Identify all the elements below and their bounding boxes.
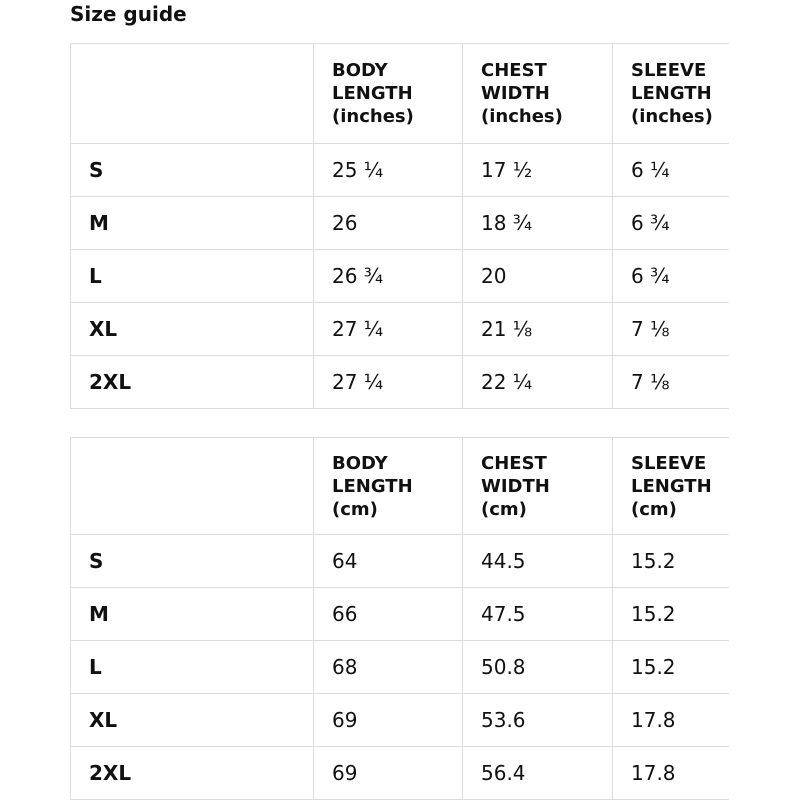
size-label: L (70, 249, 314, 303)
size-label: 2XL (70, 355, 314, 409)
size-label: S (70, 143, 314, 197)
chest-width-value: 21 ⅛ (462, 302, 613, 356)
table-row: M 26 18 ¾ 6 ¾ (70, 196, 729, 250)
size-label: S (70, 534, 314, 588)
table-row: M 66 47.5 15.2 (70, 587, 729, 641)
chest-width-value: 53.6 (462, 693, 613, 747)
size-guide-section: Size guide BODY LENGTH (inches) CHEST WI… (70, 0, 729, 800)
chest-width-value: 20 (462, 249, 613, 303)
corner-cell (70, 43, 314, 144)
body-length-value: 66 (313, 587, 463, 641)
chest-width-value: 18 ¾ (462, 196, 613, 250)
sleeve-length-value: 17.8 (612, 693, 729, 747)
sleeve-length-value: 17.8 (612, 746, 729, 800)
column-header-chest-width: CHEST WIDTH (cm) (462, 437, 613, 535)
size-label: XL (70, 693, 314, 747)
chest-width-value: 44.5 (462, 534, 613, 588)
sleeve-length-value: 7 ⅛ (612, 355, 729, 409)
sleeve-length-value: 6 ¼ (612, 143, 729, 197)
chest-width-value: 50.8 (462, 640, 613, 694)
size-label: M (70, 587, 314, 641)
sleeve-length-value: 6 ¾ (612, 196, 729, 250)
body-length-value: 27 ¼ (313, 302, 463, 356)
size-table-inches: BODY LENGTH (inches) CHEST WIDTH (inches… (70, 43, 729, 409)
table-row: L 68 50.8 15.2 (70, 640, 729, 694)
table-row: S 25 ¼ 17 ½ 6 ¼ (70, 143, 729, 197)
chest-width-value: 47.5 (462, 587, 613, 641)
sleeve-length-value: 15.2 (612, 534, 729, 588)
size-label: M (70, 196, 314, 250)
body-length-value: 27 ¼ (313, 355, 463, 409)
size-table-cm: BODY LENGTH (cm) CHEST WIDTH (cm) SLEEVE… (70, 437, 729, 800)
sleeve-length-value: 15.2 (612, 587, 729, 641)
size-label: 2XL (70, 746, 314, 800)
table-row: 2XL 69 56.4 17.8 (70, 746, 729, 800)
corner-cell (70, 437, 314, 535)
chest-width-value: 17 ½ (462, 143, 613, 197)
chest-width-value: 56.4 (462, 746, 613, 800)
table-row: L 26 ¾ 20 6 ¾ (70, 249, 729, 303)
size-label: XL (70, 302, 314, 356)
header-row: BODY LENGTH (cm) CHEST WIDTH (cm) SLEEVE… (70, 437, 729, 535)
table-row: XL 69 53.6 17.8 (70, 693, 729, 747)
column-header-sleeve-length: SLEEVE LENGTH (cm) (612, 437, 729, 535)
table-row: XL 27 ¼ 21 ⅛ 7 ⅛ (70, 302, 729, 356)
sleeve-length-value: 15.2 (612, 640, 729, 694)
header-row: BODY LENGTH (inches) CHEST WIDTH (inches… (70, 43, 729, 144)
size-label: L (70, 640, 314, 694)
column-header-chest-width: CHEST WIDTH (inches) (462, 43, 613, 144)
chest-width-value: 22 ¼ (462, 355, 613, 409)
body-length-value: 26 (313, 196, 463, 250)
page-title: Size guide (70, 2, 187, 26)
sleeve-length-value: 6 ¾ (612, 249, 729, 303)
column-header-body-length: BODY LENGTH (inches) (313, 43, 463, 144)
body-length-value: 26 ¾ (313, 249, 463, 303)
body-length-value: 25 ¼ (313, 143, 463, 197)
table-row: S 64 44.5 15.2 (70, 534, 729, 588)
body-length-value: 69 (313, 746, 463, 800)
sleeve-length-value: 7 ⅛ (612, 302, 729, 356)
column-header-sleeve-length: SLEEVE LENGTH (inches) (612, 43, 729, 144)
body-length-value: 64 (313, 534, 463, 588)
body-length-value: 69 (313, 693, 463, 747)
table-row: 2XL 27 ¼ 22 ¼ 7 ⅛ (70, 355, 729, 409)
column-header-body-length: BODY LENGTH (cm) (313, 437, 463, 535)
body-length-value: 68 (313, 640, 463, 694)
